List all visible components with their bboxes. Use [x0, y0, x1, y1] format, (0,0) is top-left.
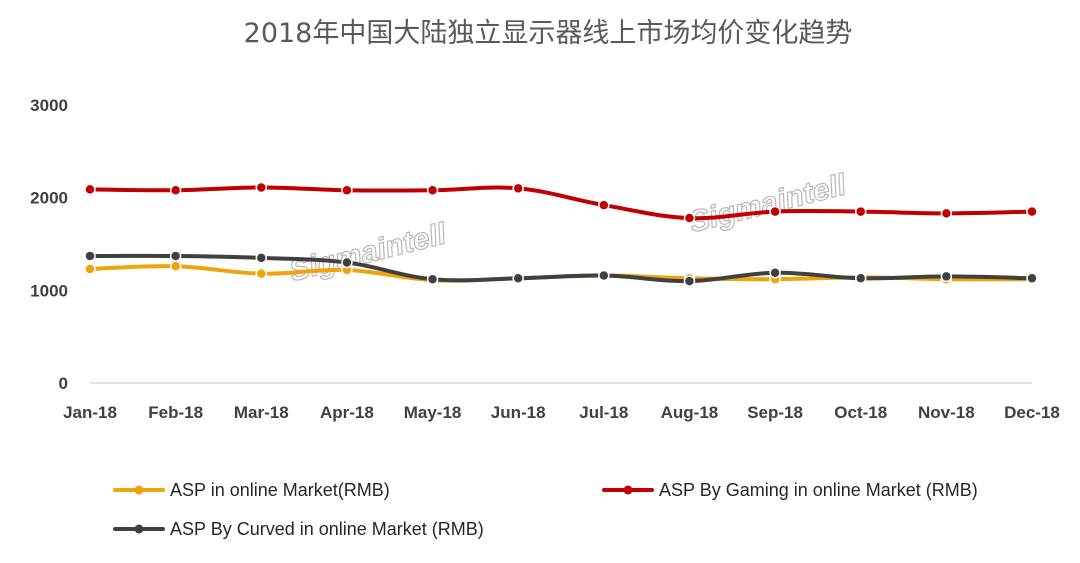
series-line: [88, 185, 1034, 221]
data-point: [769, 205, 781, 218]
x-tick-label: Jun-18: [491, 403, 546, 422]
x-tick-label: Sep-18: [747, 403, 803, 422]
data-point: [940, 207, 953, 220]
data-point: [512, 182, 524, 195]
data-point: [426, 184, 439, 197]
data-point: [1026, 205, 1038, 218]
x-tick-label: Oct-18: [834, 403, 887, 422]
data-point: [341, 184, 353, 197]
y-tick-label: 0: [59, 374, 68, 393]
data-point: [169, 250, 182, 262]
legend-swatch-marker: [134, 524, 144, 534]
data-point: [426, 273, 439, 285]
legend-item: ASP By Curved in online Market (RMB): [113, 519, 484, 539]
series-3: [84, 250, 1038, 287]
data-point: [169, 184, 182, 197]
data-point: [854, 205, 867, 218]
chart-title: 2018年中国大陆独立显示器线上市场均价变化趋势: [244, 18, 853, 49]
series-1: [84, 260, 1038, 286]
data-point: [683, 275, 696, 287]
data-point: [84, 183, 96, 196]
data-point: [341, 256, 353, 269]
data-point: [512, 272, 524, 285]
watermark-text: Sigmaintell: [686, 168, 850, 239]
data-point: [255, 267, 268, 280]
y-axis-ticks: 0 1000 2000 3000: [30, 96, 68, 393]
legend-label: ASP in online Market(RMB): [170, 480, 390, 500]
x-tick-label: Dec-18: [1004, 403, 1060, 422]
data-point: [1026, 272, 1038, 285]
data-point: [940, 270, 953, 283]
x-tick-label: Jul-18: [579, 403, 628, 422]
legend: ASP in online Market(RMB) ASP By Gaming i…: [113, 480, 978, 539]
series-group: [84, 181, 1038, 287]
x-tick-label: Mar-18: [234, 403, 289, 422]
series-2: [84, 181, 1038, 224]
series-line: [88, 253, 1034, 284]
y-tick-label: 3000: [30, 96, 68, 115]
x-tick-label: Jan-18: [63, 403, 117, 422]
legend-label: ASP By Gaming in online Market (RMB): [659, 480, 978, 500]
x-tick-label: Apr-18: [320, 403, 374, 422]
legend-swatch-marker: [134, 485, 144, 495]
legend-item: ASP By Gaming in online Market (RMB): [602, 480, 978, 500]
y-tick-label: 1000: [30, 281, 68, 300]
data-point: [255, 252, 268, 264]
legend-swatch-marker: [623, 485, 633, 495]
data-point: [84, 250, 96, 262]
y-tick-label: 2000: [30, 189, 68, 208]
data-point: [169, 260, 182, 272]
data-point: [769, 266, 781, 279]
data-point: [255, 181, 268, 194]
x-tick-label: Feb-18: [148, 403, 203, 422]
x-tick-label: May-18: [404, 403, 462, 422]
x-tick-label: Nov-18: [918, 403, 975, 422]
legend-item: ASP in online Market(RMB): [113, 480, 390, 500]
data-point: [854, 272, 867, 285]
legend-label: ASP By Curved in online Market (RMB): [170, 519, 484, 539]
data-point: [84, 263, 96, 275]
data-point: [598, 199, 610, 211]
x-axis-ticks: Jan-18 Feb-18 Mar-18 Apr-18 May-18 Jun-18 Jul-…: [63, 403, 1060, 422]
data-point: [683, 212, 696, 224]
x-tick-label: Aug-18: [661, 403, 719, 422]
data-point: [598, 269, 610, 282]
